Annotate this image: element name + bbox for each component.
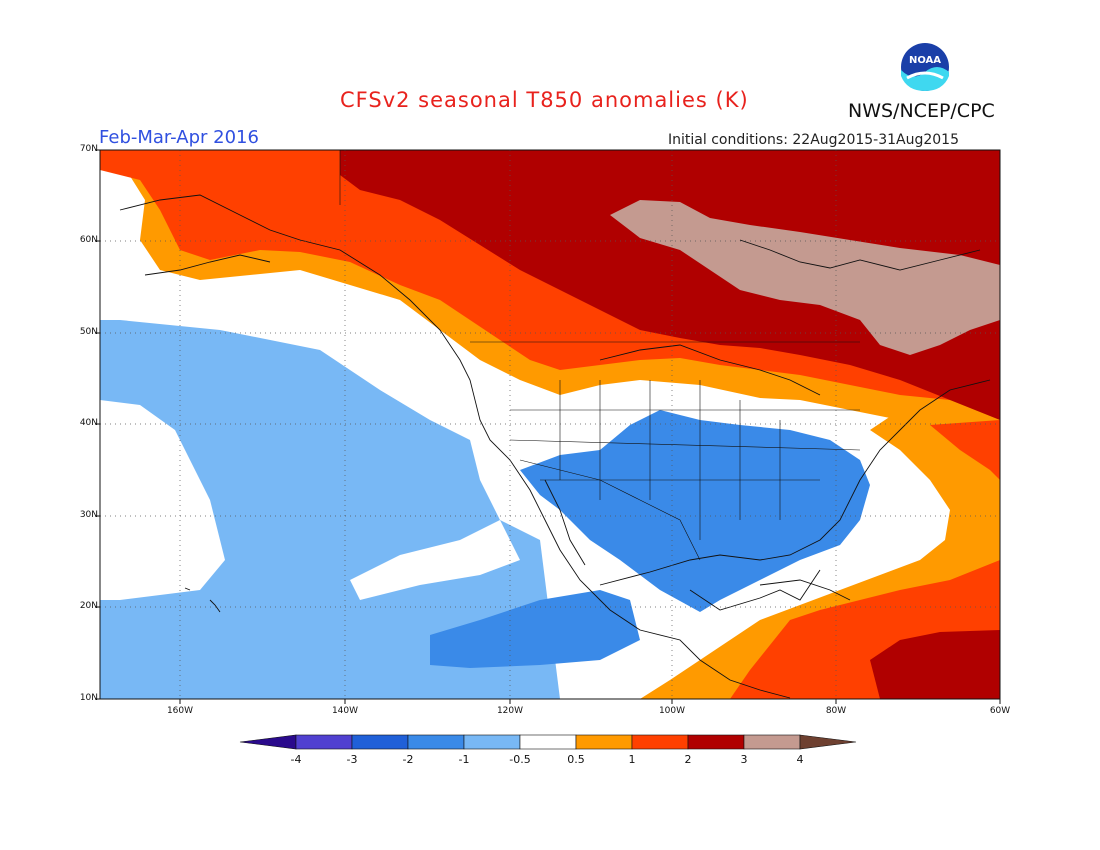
map-title: CFSv2 seasonal T850 anomalies (K) [340, 88, 749, 112]
colorbar-label: 2 [684, 753, 692, 766]
colorbar-label: 1 [628, 753, 636, 766]
warm-region-hudson [610, 200, 1000, 355]
colorbar-arrow-right [799, 734, 857, 750]
anomaly-field [100, 150, 1000, 699]
colorbar-box [631, 734, 689, 750]
borders [339, 150, 861, 561]
lat-label-50n: 50N [79, 327, 98, 337]
logo-text: NOAA [909, 55, 941, 66]
forecast-period: Feb-Mar-Apr 2016 [99, 127, 259, 148]
colorbar-box [463, 734, 521, 750]
lon-label-80w: 80W [825, 706, 847, 716]
warm-region-caribbean [870, 630, 1000, 699]
colorbar-arrow-left [239, 734, 297, 750]
colorbar-label: -2 [402, 753, 414, 766]
colorbar-label: 3 [740, 753, 748, 766]
axis-ticks [95, 149, 1001, 704]
colorbar-label: 0.5 [567, 753, 585, 766]
colorbar-label: -1 [458, 753, 470, 766]
colorbar-label: -3 [346, 753, 358, 766]
lat-label-20n: 20N [79, 601, 98, 611]
noaa-logo-icon: NOAA [901, 43, 949, 91]
colorbar-box [407, 734, 465, 750]
graticule [100, 150, 1000, 699]
colorbar-box [351, 734, 409, 750]
colorbar-box [743, 734, 801, 750]
colorbar-boxes [239, 734, 857, 750]
lat-label-30n: 30N [79, 510, 98, 520]
colorbar-label: -0.5 [509, 753, 531, 766]
lat-label-10n: 10N [79, 693, 98, 703]
colorbar-label: -4 [290, 753, 302, 766]
lat-label-40n: 40N [79, 418, 98, 428]
neutral-region-west [100, 400, 225, 600]
colorbar-box [687, 734, 745, 750]
lon-label-120w: 120W [496, 706, 524, 716]
colorbar-box [519, 734, 577, 750]
lon-label-160w: 160W [166, 706, 194, 716]
initial-conditions: Initial conditions: 22Aug2015-31Aug2015 [668, 132, 959, 148]
colorbar-box [295, 734, 353, 750]
warm-region-atlantic [730, 420, 1000, 699]
lat-label-60n: 60N [79, 235, 98, 245]
lon-label-60w: 60W [989, 706, 1011, 716]
warm-region-canada [340, 150, 1000, 420]
neutral-region-subtropic [350, 520, 520, 600]
agency-label: NWS/NCEP/CPC [848, 100, 995, 122]
coastlines [119, 194, 991, 699]
lat-label-70n: 70N [79, 144, 98, 154]
colorbar-box [575, 734, 633, 750]
lon-label-100w: 100W [658, 706, 686, 716]
cold-region-mexico [430, 590, 640, 668]
lon-label-140w: 140W [331, 706, 359, 716]
colorbar-label: 4 [796, 753, 804, 766]
cold-region-us [520, 410, 870, 612]
